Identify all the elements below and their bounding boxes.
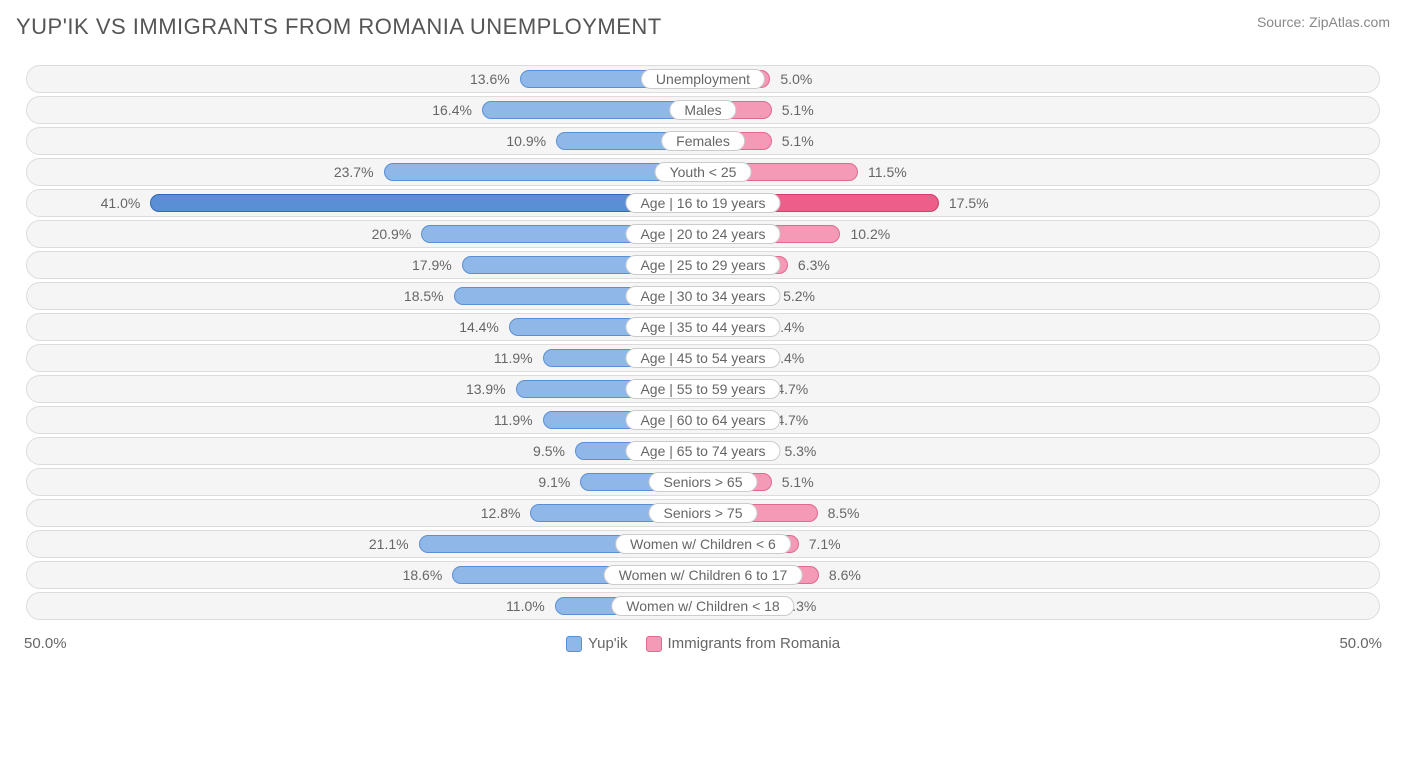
category-label: Age | 55 to 59 years (625, 379, 780, 399)
value-right: 17.5% (941, 192, 989, 214)
category-label: Unemployment (641, 69, 765, 89)
legend-item-right: Immigrants from Romania (646, 635, 841, 652)
value-left: 14.4% (459, 316, 507, 338)
chart-row: 10.9% 5.1% Females (26, 127, 1380, 155)
bar-left (150, 194, 703, 212)
category-label: Males (669, 100, 736, 120)
chart-row: 11.0%5.3%Women w/ Children < 18 (26, 592, 1380, 620)
value-left: 20.9% (372, 223, 420, 245)
chart-row: 9.5% 5.3%Age | 65 to 74 years (26, 437, 1380, 465)
chart-row: 9.1% 5.1% Seniors > 65 (26, 468, 1380, 496)
chart-row: 18.6% 8.6% Women w/ Children 6 to 17 (26, 561, 1380, 589)
chart-row: 18.5% 5.2%Age | 30 to 34 years (26, 282, 1380, 310)
value-right: 5.1% (774, 471, 814, 493)
chart-row: 11.9%4.4%Age | 45 to 54 years (26, 344, 1380, 372)
chart-source: Source: ZipAtlas.com (1257, 14, 1390, 30)
value-left: 18.5% (404, 285, 452, 307)
legend-label-right: Immigrants from Romania (668, 635, 841, 652)
value-right: 5.1% (774, 99, 814, 121)
chart-title: YUP'IK VS IMMIGRANTS FROM ROMANIA UNEMPL… (16, 14, 662, 40)
axis-left-max: 50.0% (24, 635, 67, 652)
value-right: 7.1% (801, 533, 841, 555)
value-left: 41.0% (101, 192, 149, 214)
chart-row: 13.9%4.7%Age | 55 to 59 years (26, 375, 1380, 403)
value-left: 9.5% (533, 440, 573, 462)
legend-item-left: Yup'ik (566, 635, 628, 652)
chart-row: 13.6% 5.0% Unemployment (26, 65, 1380, 93)
category-label: Seniors > 65 (649, 472, 758, 492)
legend-swatch-right (646, 636, 662, 652)
category-label: Age | 45 to 54 years (625, 348, 780, 368)
category-label: Age | 60 to 64 years (625, 410, 780, 430)
legend-swatch-left (566, 636, 582, 652)
chart-row: 14.4%4.4%Age | 35 to 44 years (26, 313, 1380, 341)
chart-row: 20.9% 10.2% Age | 20 to 24 years (26, 220, 1380, 248)
value-left: 11.9% (494, 409, 541, 431)
value-right: 6.3% (790, 254, 830, 276)
value-right: 5.3% (776, 440, 816, 462)
value-left: 11.9% (494, 347, 541, 369)
category-label: Females (661, 131, 745, 151)
category-label: Age | 30 to 34 years (625, 286, 780, 306)
value-left: 12.8% (481, 502, 529, 524)
value-left: 13.9% (466, 378, 514, 400)
value-right: 10.2% (842, 223, 890, 245)
category-label: Age | 25 to 29 years (625, 255, 780, 275)
category-label: Age | 35 to 44 years (625, 317, 780, 337)
category-label: Age | 20 to 24 years (625, 224, 780, 244)
value-left: 16.4% (432, 99, 480, 121)
chart-row: 11.9%4.7%Age | 60 to 64 years (26, 406, 1380, 434)
chart-row: 12.8% 8.5% Seniors > 75 (26, 499, 1380, 527)
category-label: Seniors > 75 (649, 503, 758, 523)
category-label: Youth < 25 (655, 162, 752, 182)
value-right: 8.5% (820, 502, 860, 524)
chart-row: 17.9% 6.3% Age | 25 to 29 years (26, 251, 1380, 279)
chart-row: 41.0% 17.5% Age | 16 to 19 years (26, 189, 1380, 217)
chart-row: 16.4% 5.1% Males (26, 96, 1380, 124)
value-right: 8.6% (821, 564, 861, 586)
chart-row: 23.7% 11.5% Youth < 25 (26, 158, 1380, 186)
chart-footer: 50.0% Yup'ik Immigrants from Romania 50.… (14, 627, 1392, 654)
category-label: Women w/ Children < 18 (611, 596, 794, 616)
legend-label-left: Yup'ik (588, 635, 628, 652)
source-prefix: Source: (1257, 14, 1309, 30)
category-label: Women w/ Children < 6 (615, 534, 791, 554)
axis-right-max: 50.0% (1339, 635, 1382, 652)
source-name: ZipAtlas.com (1309, 14, 1390, 30)
value-left: 10.9% (506, 130, 554, 152)
category-label: Women w/ Children 6 to 17 (604, 565, 803, 585)
value-left: 9.1% (538, 471, 578, 493)
value-right: 5.0% (772, 68, 812, 90)
butterfly-chart: 13.6% 5.0% Unemployment 16.4% 5.1% Males 10.9%… (14, 54, 1392, 627)
value-left: 21.1% (369, 533, 417, 555)
category-label: Age | 16 to 19 years (625, 193, 780, 213)
chart-row: 21.1% 7.1% Women w/ Children < 6 (26, 530, 1380, 558)
value-left: 13.6% (470, 68, 518, 90)
value-left: 18.6% (403, 564, 451, 586)
value-left: 11.0% (506, 595, 553, 617)
value-right: 5.2% (775, 285, 815, 307)
legend: Yup'ik Immigrants from Romania (566, 635, 840, 652)
category-label: Age | 65 to 74 years (625, 441, 780, 461)
value-right: 11.5% (860, 161, 907, 183)
value-right: 5.1% (774, 130, 814, 152)
value-left: 23.7% (334, 161, 382, 183)
value-left: 17.9% (412, 254, 460, 276)
chart-header: YUP'IK VS IMMIGRANTS FROM ROMANIA UNEMPL… (14, 14, 1392, 54)
